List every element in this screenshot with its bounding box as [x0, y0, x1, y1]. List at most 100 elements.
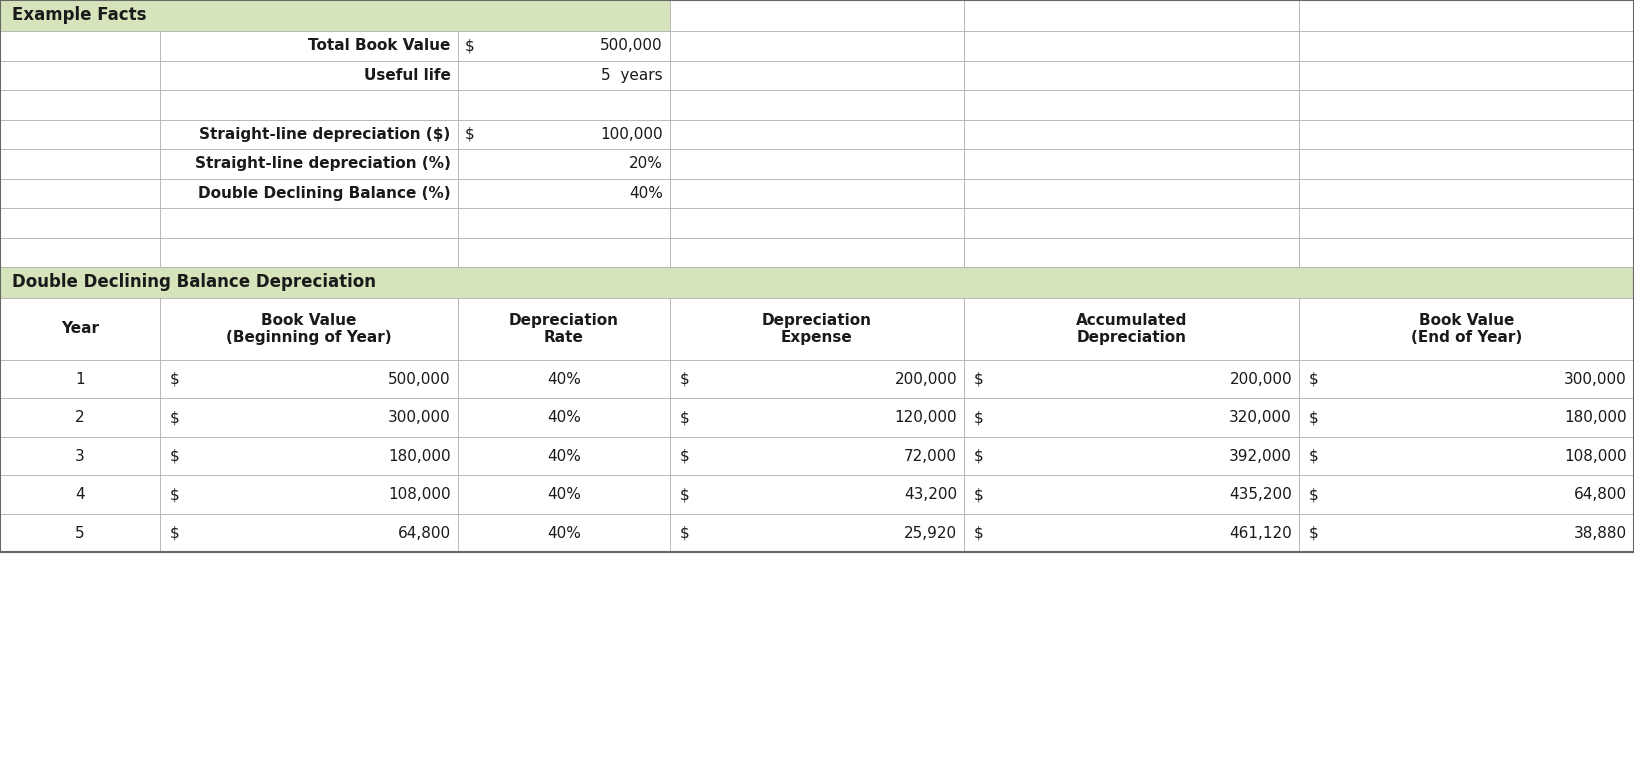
Text: $: $: [680, 411, 690, 425]
Bar: [160, 514, 458, 552]
Bar: [0, 514, 160, 552]
Bar: [964, 31, 1299, 61]
Text: 20%: 20%: [629, 157, 663, 171]
Text: $: $: [974, 487, 984, 502]
Bar: [670, 0, 964, 31]
Bar: [160, 149, 458, 178]
Bar: [670, 399, 964, 437]
Text: 5  years: 5 years: [601, 68, 663, 83]
Text: Double Declining Balance Depreciation: Double Declining Balance Depreciation: [11, 273, 376, 291]
Bar: [670, 31, 964, 61]
Bar: [964, 0, 1299, 31]
Bar: [670, 208, 964, 238]
Text: $: $: [680, 449, 690, 464]
Text: 40%: 40%: [547, 526, 580, 541]
Bar: [458, 31, 670, 61]
Bar: [964, 90, 1299, 119]
Bar: [1299, 0, 1634, 31]
Bar: [0, 0, 1634, 552]
Text: 40%: 40%: [547, 372, 580, 386]
Text: Straight-line depreciation (%): Straight-line depreciation (%): [194, 157, 451, 171]
Text: $: $: [170, 487, 180, 502]
Bar: [964, 208, 1299, 238]
Bar: [1299, 298, 1634, 360]
Bar: [458, 119, 670, 149]
Text: 100,000: 100,000: [600, 127, 663, 142]
Text: 40%: 40%: [547, 449, 580, 464]
Text: 40%: 40%: [547, 411, 580, 425]
Text: $: $: [1309, 411, 1319, 425]
Bar: [964, 298, 1299, 360]
Text: 1: 1: [75, 372, 85, 386]
Bar: [0, 31, 160, 61]
Text: $: $: [170, 411, 180, 425]
Bar: [964, 399, 1299, 437]
Bar: [1299, 475, 1634, 514]
Bar: [670, 475, 964, 514]
Bar: [160, 31, 458, 61]
Bar: [1299, 514, 1634, 552]
Bar: [0, 119, 160, 149]
Bar: [1299, 61, 1634, 90]
Bar: [1299, 31, 1634, 61]
Bar: [0, 437, 160, 475]
Text: 64,800: 64,800: [1574, 487, 1627, 502]
Text: 461,120: 461,120: [1229, 526, 1292, 541]
Text: 500,000: 500,000: [387, 372, 451, 386]
Bar: [1299, 238, 1634, 267]
Bar: [1299, 149, 1634, 178]
Bar: [160, 437, 458, 475]
Bar: [0, 238, 160, 267]
Bar: [1299, 90, 1634, 119]
Text: Accumulated
Depreciation: Accumulated Depreciation: [1075, 313, 1188, 345]
Text: $: $: [680, 372, 690, 386]
Bar: [0, 0, 670, 31]
Text: $: $: [464, 38, 474, 53]
Text: 43,200: 43,200: [904, 487, 958, 502]
Bar: [458, 238, 670, 267]
Bar: [670, 298, 964, 360]
Bar: [964, 238, 1299, 267]
Text: 392,000: 392,000: [1229, 449, 1292, 464]
Bar: [964, 514, 1299, 552]
Text: 500,000: 500,000: [600, 38, 663, 53]
Bar: [160, 119, 458, 149]
Text: Example Facts: Example Facts: [11, 6, 147, 24]
Bar: [1299, 360, 1634, 399]
Text: 200,000: 200,000: [1229, 372, 1292, 386]
Text: Useful life: Useful life: [364, 68, 451, 83]
Bar: [1299, 178, 1634, 208]
Text: Depreciation
Rate: Depreciation Rate: [508, 313, 619, 345]
Bar: [670, 238, 964, 267]
Bar: [0, 399, 160, 437]
Bar: [670, 90, 964, 119]
Bar: [0, 267, 1634, 298]
Bar: [670, 178, 964, 208]
Bar: [670, 360, 964, 399]
Text: $: $: [974, 526, 984, 541]
Text: 180,000: 180,000: [387, 449, 451, 464]
Bar: [0, 90, 160, 119]
Text: 108,000: 108,000: [1564, 449, 1627, 464]
Text: Total Book Value: Total Book Value: [309, 38, 451, 53]
Bar: [1299, 208, 1634, 238]
Bar: [670, 437, 964, 475]
Bar: [458, 360, 670, 399]
Bar: [0, 149, 160, 178]
Bar: [0, 61, 160, 90]
Text: $: $: [170, 372, 180, 386]
Text: 40%: 40%: [547, 487, 580, 502]
Bar: [160, 238, 458, 267]
Bar: [670, 149, 964, 178]
Bar: [458, 298, 670, 360]
Text: Book Value
(End of Year): Book Value (End of Year): [1410, 313, 1523, 345]
Text: $: $: [974, 449, 984, 464]
Bar: [0, 298, 160, 360]
Text: 4: 4: [75, 487, 85, 502]
Bar: [1299, 399, 1634, 437]
Bar: [0, 360, 160, 399]
Bar: [458, 399, 670, 437]
Bar: [160, 208, 458, 238]
Bar: [964, 360, 1299, 399]
Bar: [160, 399, 458, 437]
